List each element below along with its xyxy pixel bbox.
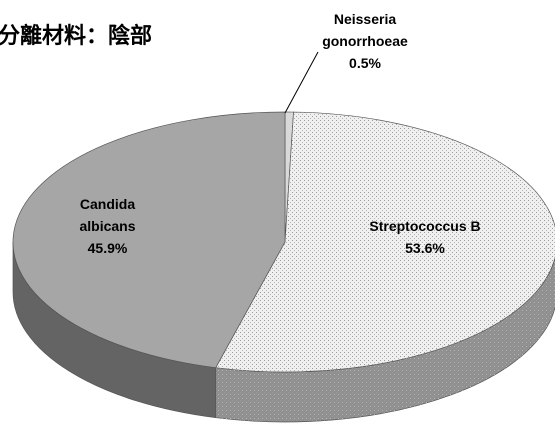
leader-line <box>284 51 319 114</box>
value-label: 53.6% <box>405 240 445 256</box>
category-label: Neisseria gonorrhoeae <box>322 11 408 49</box>
slice <box>12 111 286 369</box>
slice-label: Candida albicans 45.9% <box>60 193 155 259</box>
slice-texture <box>215 112 555 372</box>
slice-side-texture <box>215 257 555 422</box>
value-label: 0.5% <box>349 55 381 71</box>
category-label: Candida albicans <box>79 196 136 234</box>
chart-title: 分離材料：陰部 <box>0 24 153 49</box>
slice-label: Streptococcus B 53.6% <box>360 215 490 259</box>
pie <box>12 111 555 423</box>
slice-label: Neisseria gonorrhoeae 0.5% <box>305 8 425 74</box>
value-label: 45.9% <box>87 240 128 256</box>
category-label: Streptococcus B <box>369 218 481 234</box>
